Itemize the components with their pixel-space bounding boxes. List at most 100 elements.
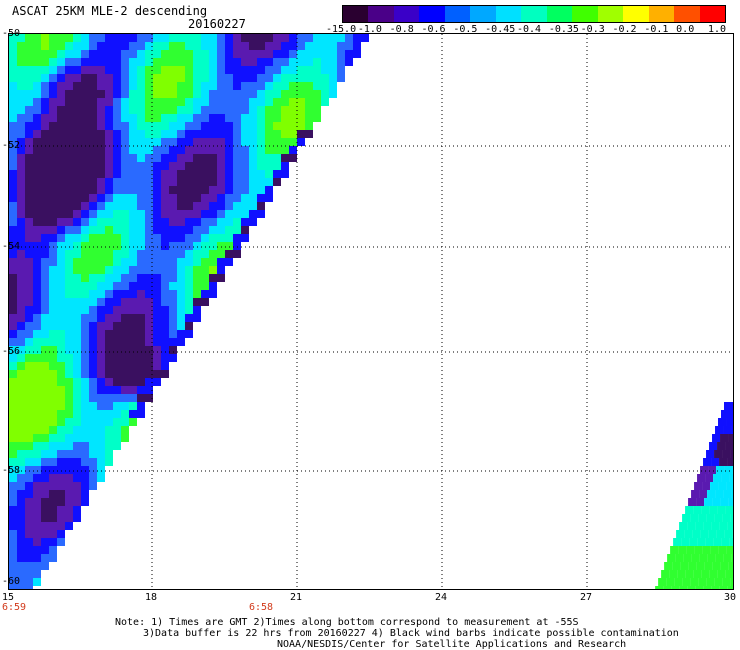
swath-cell	[113, 202, 121, 210]
swath-cell	[209, 242, 217, 250]
swath-cell	[25, 426, 33, 434]
swath-cell	[113, 130, 121, 138]
swath-cell	[177, 234, 185, 242]
swath-cell	[41, 514, 49, 522]
swath-cell	[89, 58, 97, 66]
swath-cell	[65, 410, 73, 418]
swath-cell	[153, 298, 161, 306]
swath-cell	[97, 370, 105, 378]
latitude-tick-label: -52	[2, 140, 21, 151]
swath-cell	[201, 234, 209, 242]
swath-cell	[33, 90, 41, 98]
swath-cell	[89, 322, 97, 330]
swath-cell	[145, 186, 153, 194]
swath-cell	[9, 282, 17, 290]
swath-cell	[161, 82, 169, 90]
swath-cell	[113, 250, 121, 258]
swath-cell	[41, 202, 49, 210]
swath-cell	[33, 370, 41, 378]
swath-cell	[49, 66, 57, 74]
swath-cell	[225, 170, 233, 178]
swath-cell	[49, 162, 57, 170]
swath-cell	[17, 346, 25, 354]
swath-cell	[57, 434, 65, 442]
swath-cell	[153, 258, 161, 266]
swath-cell	[25, 394, 33, 402]
swath-cell	[41, 130, 49, 138]
swath-cell	[17, 322, 25, 330]
swath-cell	[65, 106, 73, 114]
swath-cell	[41, 498, 49, 506]
swath-cell	[81, 378, 89, 386]
swath-cell	[687, 586, 696, 589]
swath-cell	[113, 330, 121, 338]
swath-cell	[225, 82, 233, 90]
swath-cell	[65, 138, 73, 146]
swath-cell	[41, 402, 49, 410]
swath-cell	[9, 266, 17, 274]
swath-cell	[9, 330, 17, 338]
swath-cell	[17, 314, 25, 322]
swath-cell	[25, 290, 33, 298]
swath-cell	[81, 170, 89, 178]
swath-cell	[89, 258, 97, 266]
swath-cell	[81, 498, 89, 506]
swath-cell	[209, 74, 217, 82]
swath-cell	[41, 338, 49, 346]
swath-cell	[217, 130, 225, 138]
swath-cell	[161, 266, 169, 274]
swath-cell	[33, 178, 41, 186]
swath-cell	[9, 538, 17, 546]
swath-cell	[153, 106, 161, 114]
swath-cell	[281, 74, 289, 82]
swath-cell	[129, 410, 137, 418]
swath-cell	[9, 490, 17, 498]
swath-cell	[25, 466, 33, 474]
swath-cell	[161, 34, 169, 42]
swath-cell	[337, 42, 345, 50]
swath-cell	[265, 162, 273, 170]
swath-cell	[121, 434, 129, 442]
swath-cell	[97, 314, 105, 322]
swath-cell	[121, 426, 129, 434]
swath-cell	[89, 218, 97, 226]
swath-cell	[185, 322, 193, 330]
swath-cell	[703, 458, 712, 466]
swath-cell	[89, 130, 97, 138]
swath-cell	[193, 202, 201, 210]
swath-cell	[185, 202, 193, 210]
swath-cell	[313, 42, 321, 50]
swath-cell	[217, 122, 225, 130]
swath-cell	[353, 34, 361, 42]
swath-cell	[693, 506, 702, 514]
swath-cell	[265, 114, 273, 122]
swath-cell	[25, 586, 33, 589]
swath-cell	[177, 138, 185, 146]
swath-cell	[693, 570, 702, 578]
swath-cell	[169, 234, 177, 242]
swath-cell	[73, 362, 81, 370]
swath-cell	[715, 490, 724, 498]
swath-cell	[137, 242, 145, 250]
swath-cell	[257, 146, 265, 154]
swath-cell	[97, 114, 105, 122]
swath-cell	[97, 170, 105, 178]
swath-cell	[185, 290, 193, 298]
swath-cell	[113, 146, 121, 154]
swath-cell	[129, 114, 137, 122]
swath-cell	[690, 514, 699, 522]
swath-cell	[113, 362, 121, 370]
swath-cell	[241, 130, 249, 138]
swath-cell	[225, 250, 233, 258]
swath-cell	[265, 178, 273, 186]
swath-cell	[193, 194, 201, 202]
swath-cell	[9, 338, 17, 346]
swath-cell	[89, 250, 97, 258]
swath-cell	[249, 138, 257, 146]
swath-cell	[97, 290, 105, 298]
swath-cell	[691, 554, 700, 562]
swath-cell	[720, 562, 729, 570]
swath-cell	[121, 410, 129, 418]
swath-cell	[169, 218, 177, 226]
swath-cell	[273, 82, 281, 90]
